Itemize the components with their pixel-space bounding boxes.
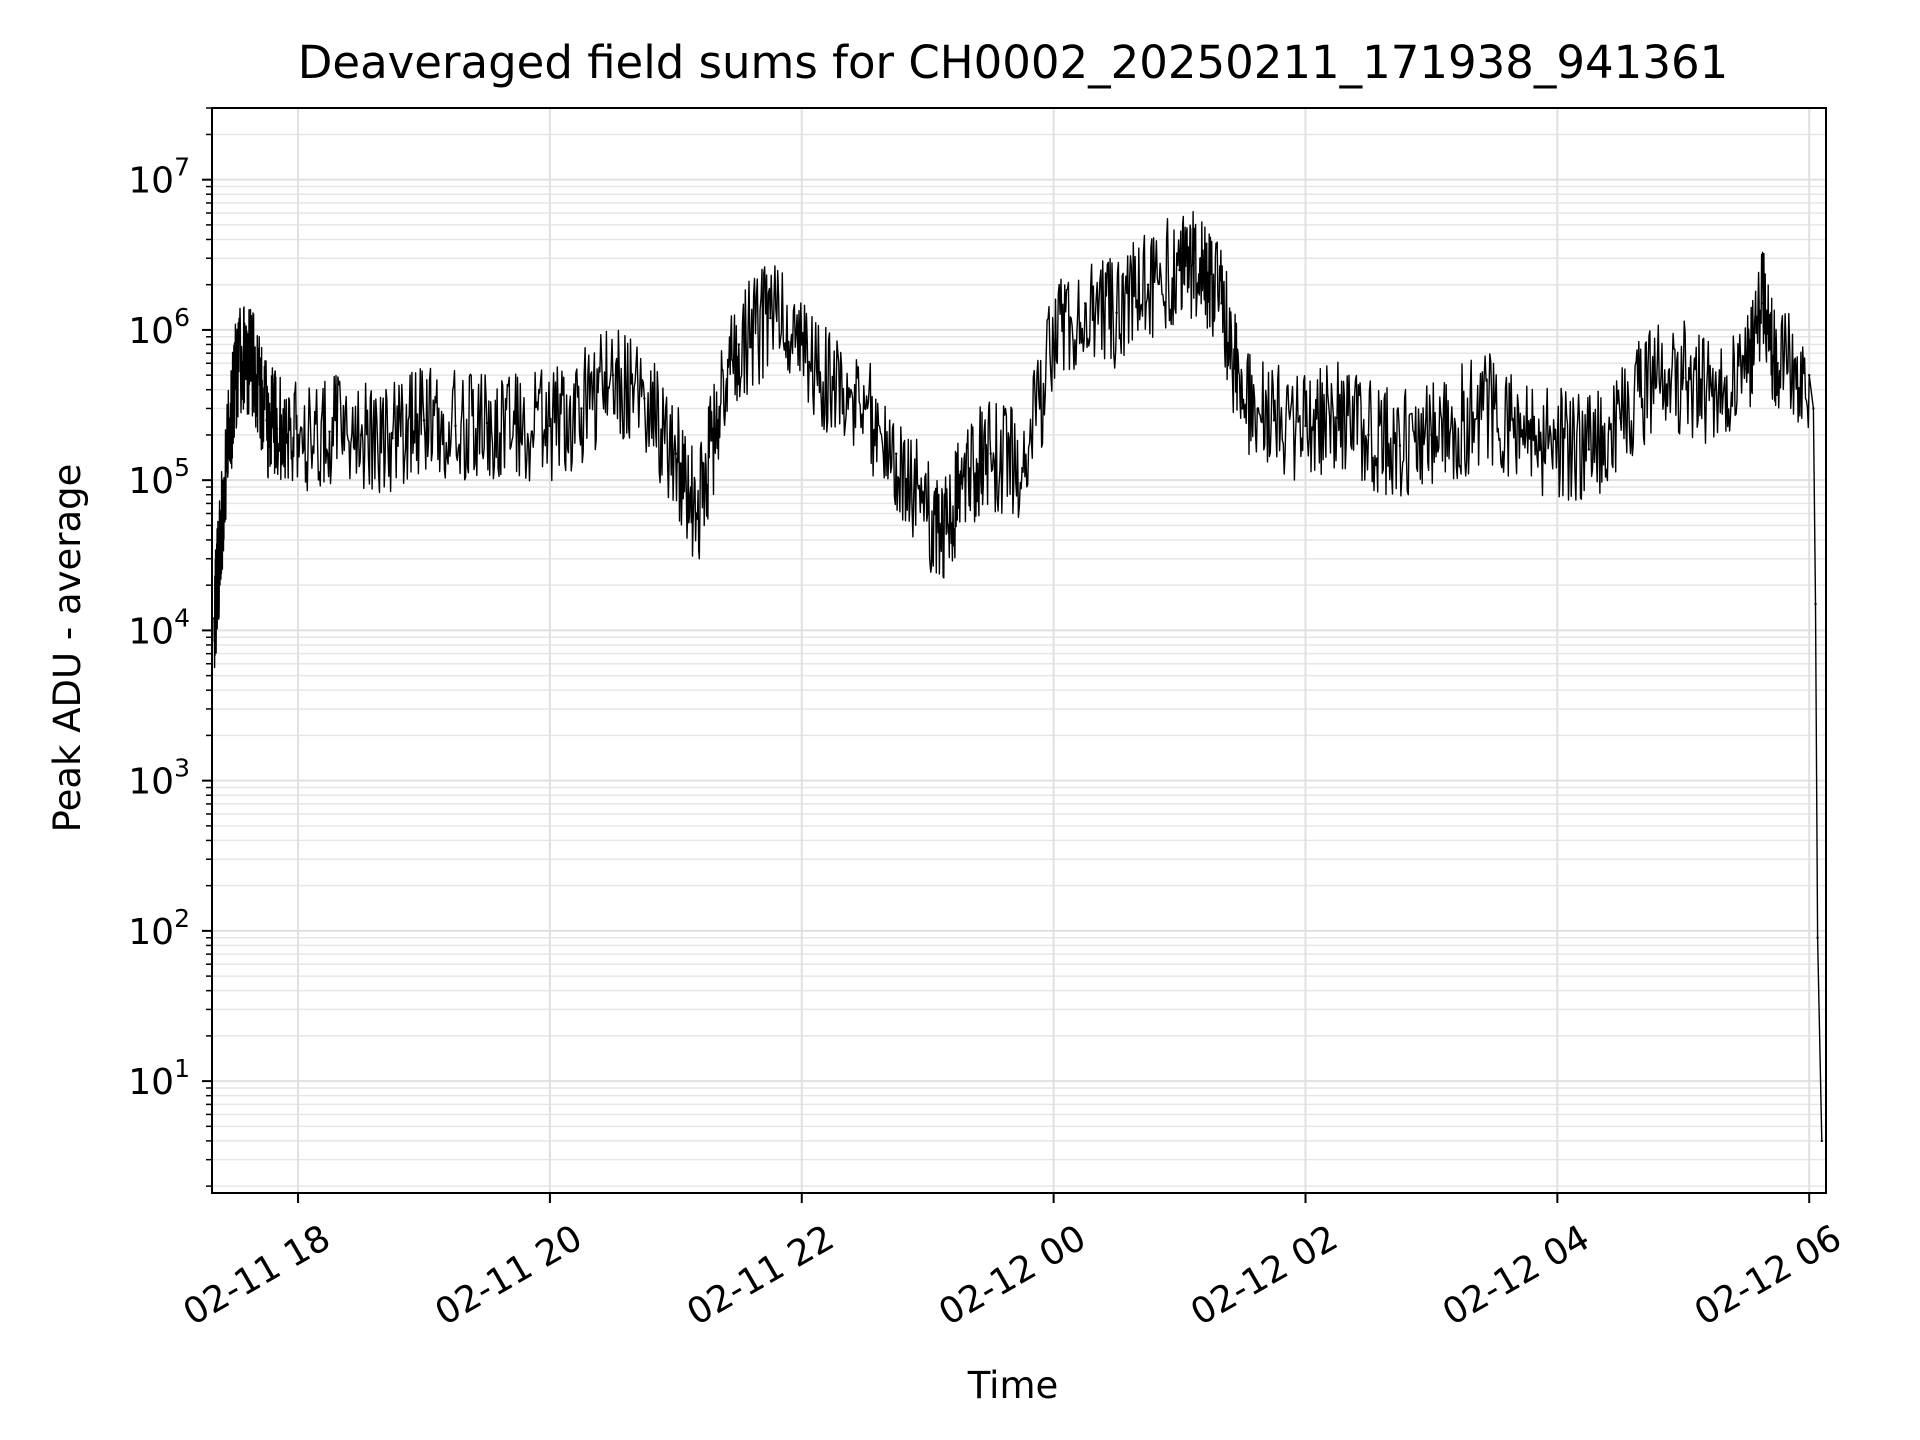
y-tick-label: 103 [128,754,190,803]
data-point [1814,602,1817,606]
data-point [968,467,971,470]
data-point [265,419,268,422]
data-point [217,569,220,572]
data-point [1178,268,1181,272]
data-point [1761,302,1765,305]
y-axis-label: Peak ADU - average [46,464,89,833]
data-point [1220,302,1223,305]
plot-frame [211,107,1827,1194]
data-point [643,397,646,400]
data-point [1493,407,1496,410]
data-point [212,617,216,620]
data-point [1556,440,1559,444]
data-point [1619,416,1622,420]
data-point [695,512,699,515]
y-tick-label: 102 [128,904,190,953]
data-point [275,427,279,430]
data-point [1020,467,1024,470]
data-point [223,485,226,489]
data-point [1812,407,1815,410]
data-point [1524,433,1528,437]
data-point [1052,343,1055,346]
data-point [1587,448,1591,451]
y-tick-label: 106 [128,303,190,352]
data-point [548,424,552,428]
chart-title: Deaveraged field sums for CH0002_2025021… [298,36,1728,89]
data-point [800,343,803,346]
data-point [1146,283,1150,286]
data-point [1713,388,1716,391]
series-group [212,211,1824,1143]
data-point [1367,433,1370,437]
data-point [1776,362,1779,365]
data-point [1115,311,1118,315]
y-tick-label: 105 [128,453,190,502]
data-point [1398,444,1402,447]
data-point [947,524,950,527]
data-point [1816,936,1819,939]
data-point [517,427,520,430]
data-point [1241,407,1244,410]
y-tick-label: 104 [128,603,190,652]
data-point [328,430,331,433]
data-point [1745,367,1748,371]
data-point [1199,257,1202,260]
series-line [213,211,1823,1141]
data-point [1272,419,1276,422]
data-point [485,421,489,425]
y-tick-label: 107 [128,153,190,202]
data-point [254,373,258,377]
data-point [1430,433,1433,437]
data-point [244,351,247,355]
data-point [296,433,300,437]
data-point [1335,416,1339,420]
data-point [1650,380,1653,384]
data-point [454,424,457,428]
data-point [580,407,583,410]
data-point [391,437,394,440]
data-point [1808,373,1811,377]
data-point [863,407,866,410]
data-point [1304,424,1307,428]
data-point [1820,1139,1824,1143]
data-point [611,373,615,377]
data-point [1083,302,1087,305]
data-point [832,388,835,391]
data-point [1461,419,1465,422]
data-point [737,343,741,346]
data-point [422,419,426,422]
data-point [359,433,363,437]
x-axis-label: Time [967,1364,1059,1407]
data-point [233,373,237,377]
y-tick-label: 101 [128,1054,190,1103]
grid [212,107,1826,1193]
data-point [895,452,898,455]
data-point [769,316,772,320]
data-point [674,452,678,455]
data-point [1682,376,1685,380]
y-axis: 101 102 103 104 105 106 107 [128,107,212,1187]
data-point [926,512,929,515]
data-point [716,419,720,422]
data-point [989,452,992,455]
